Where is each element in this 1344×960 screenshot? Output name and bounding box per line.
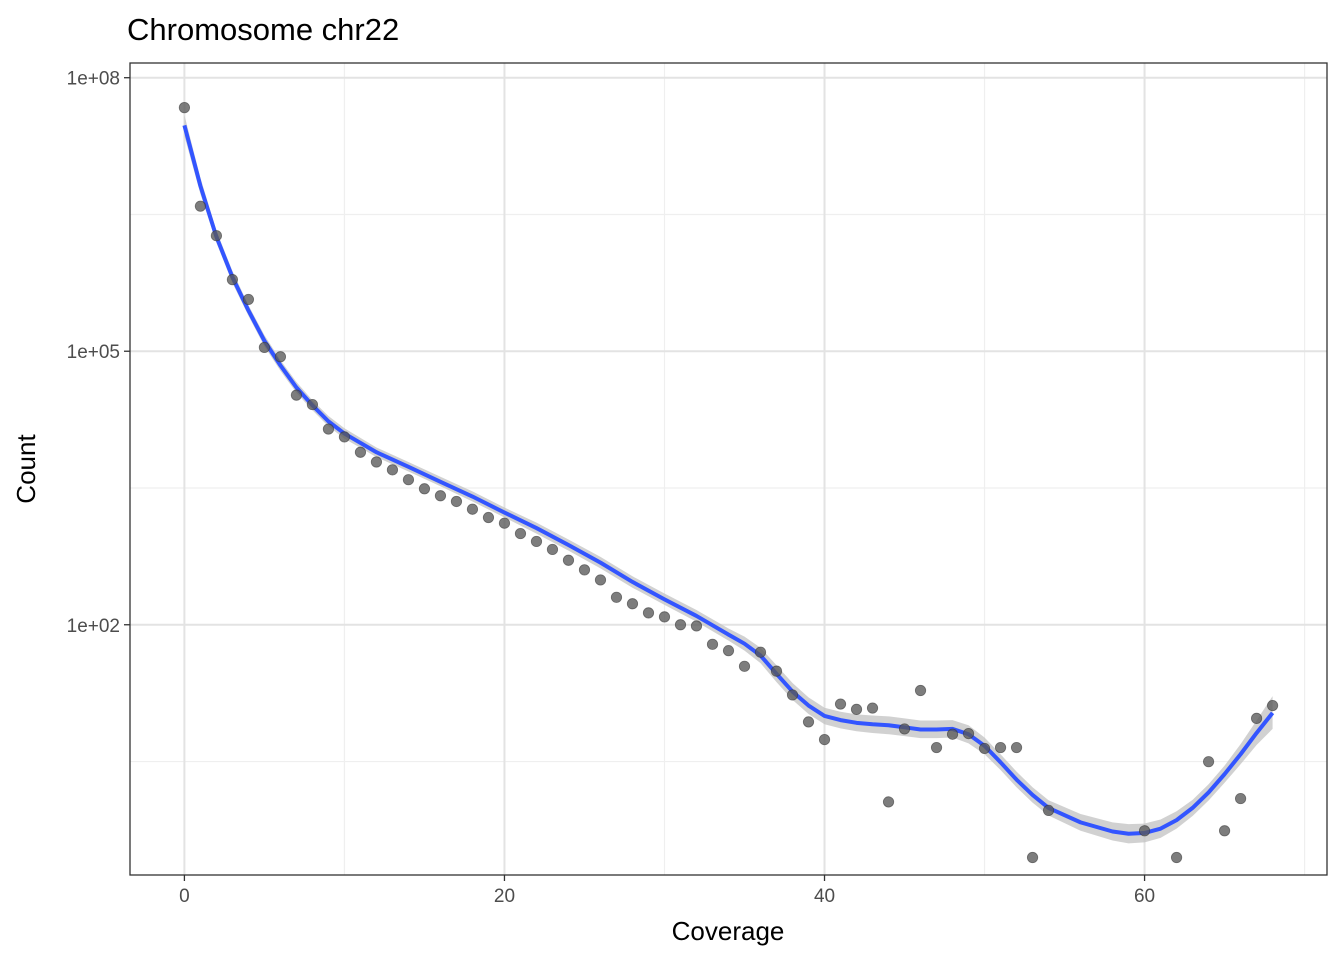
- data-point: [898, 723, 911, 735]
- data-point: [626, 598, 639, 610]
- data-point: [642, 607, 655, 619]
- minor-gridlines: [130, 63, 1327, 875]
- data-point: [930, 741, 943, 754]
- smooth-fit-line: [182, 124, 1275, 836]
- y-axis: 1e+08 1e+05 1e+02: [67, 69, 130, 637]
- data-point: [450, 495, 463, 508]
- data-point: [482, 511, 495, 524]
- data-point: [242, 293, 255, 306]
- data-point: [306, 398, 319, 411]
- data-point: [706, 638, 719, 650]
- data-point: [1250, 712, 1263, 724]
- data-point: [690, 620, 703, 632]
- data-point: [402, 474, 415, 486]
- data-point: [738, 660, 751, 672]
- smooth-line: [182, 124, 1275, 836]
- data-point: [1218, 825, 1231, 837]
- x-tick-label: 0: [179, 886, 190, 907]
- data-point: [1010, 741, 1023, 754]
- data-point: [258, 341, 271, 354]
- data-point: [274, 351, 287, 363]
- data-point: [514, 527, 527, 540]
- data-point: [850, 703, 863, 715]
- data-point: [578, 564, 591, 576]
- data-point: [226, 274, 239, 286]
- panel-border: [129, 62, 1328, 876]
- data-point: [994, 741, 1007, 754]
- chart-title: Chromosome chr22: [127, 12, 399, 47]
- x-axis-title: Coverage: [672, 916, 785, 946]
- data-point: [466, 503, 479, 515]
- y-tick-label: 1e+08: [67, 69, 120, 90]
- data-point: [978, 742, 991, 755]
- data-point: [946, 728, 959, 740]
- x-tick-label: 60: [1134, 886, 1155, 907]
- data-point: [1234, 792, 1247, 805]
- data-point: [786, 689, 799, 701]
- data-point: [962, 727, 975, 740]
- x-tick-label: 20: [494, 886, 515, 907]
- data-point: [674, 619, 687, 631]
- data-point: [754, 646, 767, 658]
- data-point: [354, 446, 367, 458]
- y-tick-label: 1e+05: [67, 342, 120, 363]
- data-point: [562, 554, 575, 566]
- data-point: [1026, 851, 1039, 864]
- data-point: [834, 698, 847, 710]
- data-point: [530, 535, 543, 548]
- data-point: [1266, 699, 1279, 712]
- data-point: [1170, 851, 1183, 864]
- y-axis-title: Count: [11, 434, 41, 504]
- data-point: [722, 645, 735, 657]
- data-point: [1042, 804, 1055, 817]
- data-point: [1202, 756, 1215, 768]
- data-point: [338, 431, 351, 443]
- data-point: [802, 716, 815, 728]
- data-point: [178, 102, 191, 114]
- data-point: [498, 517, 511, 529]
- data-point: [914, 684, 927, 697]
- data-point: [386, 464, 399, 476]
- data-point: [658, 611, 671, 623]
- data-point: [770, 665, 783, 677]
- data-point: [882, 796, 895, 808]
- data-point: [370, 456, 383, 468]
- data-point: [866, 702, 879, 714]
- data-point: [210, 230, 223, 242]
- data-point: [322, 423, 335, 435]
- x-axis: 0 20 40 60: [179, 875, 1155, 907]
- y-tick-label: 1e+02: [67, 616, 120, 637]
- data-point: [818, 733, 831, 746]
- data-point: [194, 200, 207, 212]
- data-point: [546, 543, 559, 556]
- x-tick-label: 40: [814, 886, 835, 907]
- data-point: [290, 389, 303, 401]
- data-point: [418, 483, 431, 495]
- data-point: [434, 490, 447, 502]
- data-point: [594, 574, 607, 586]
- data-point: [610, 591, 623, 603]
- data-points: [178, 102, 1279, 864]
- data-point: [1138, 825, 1151, 837]
